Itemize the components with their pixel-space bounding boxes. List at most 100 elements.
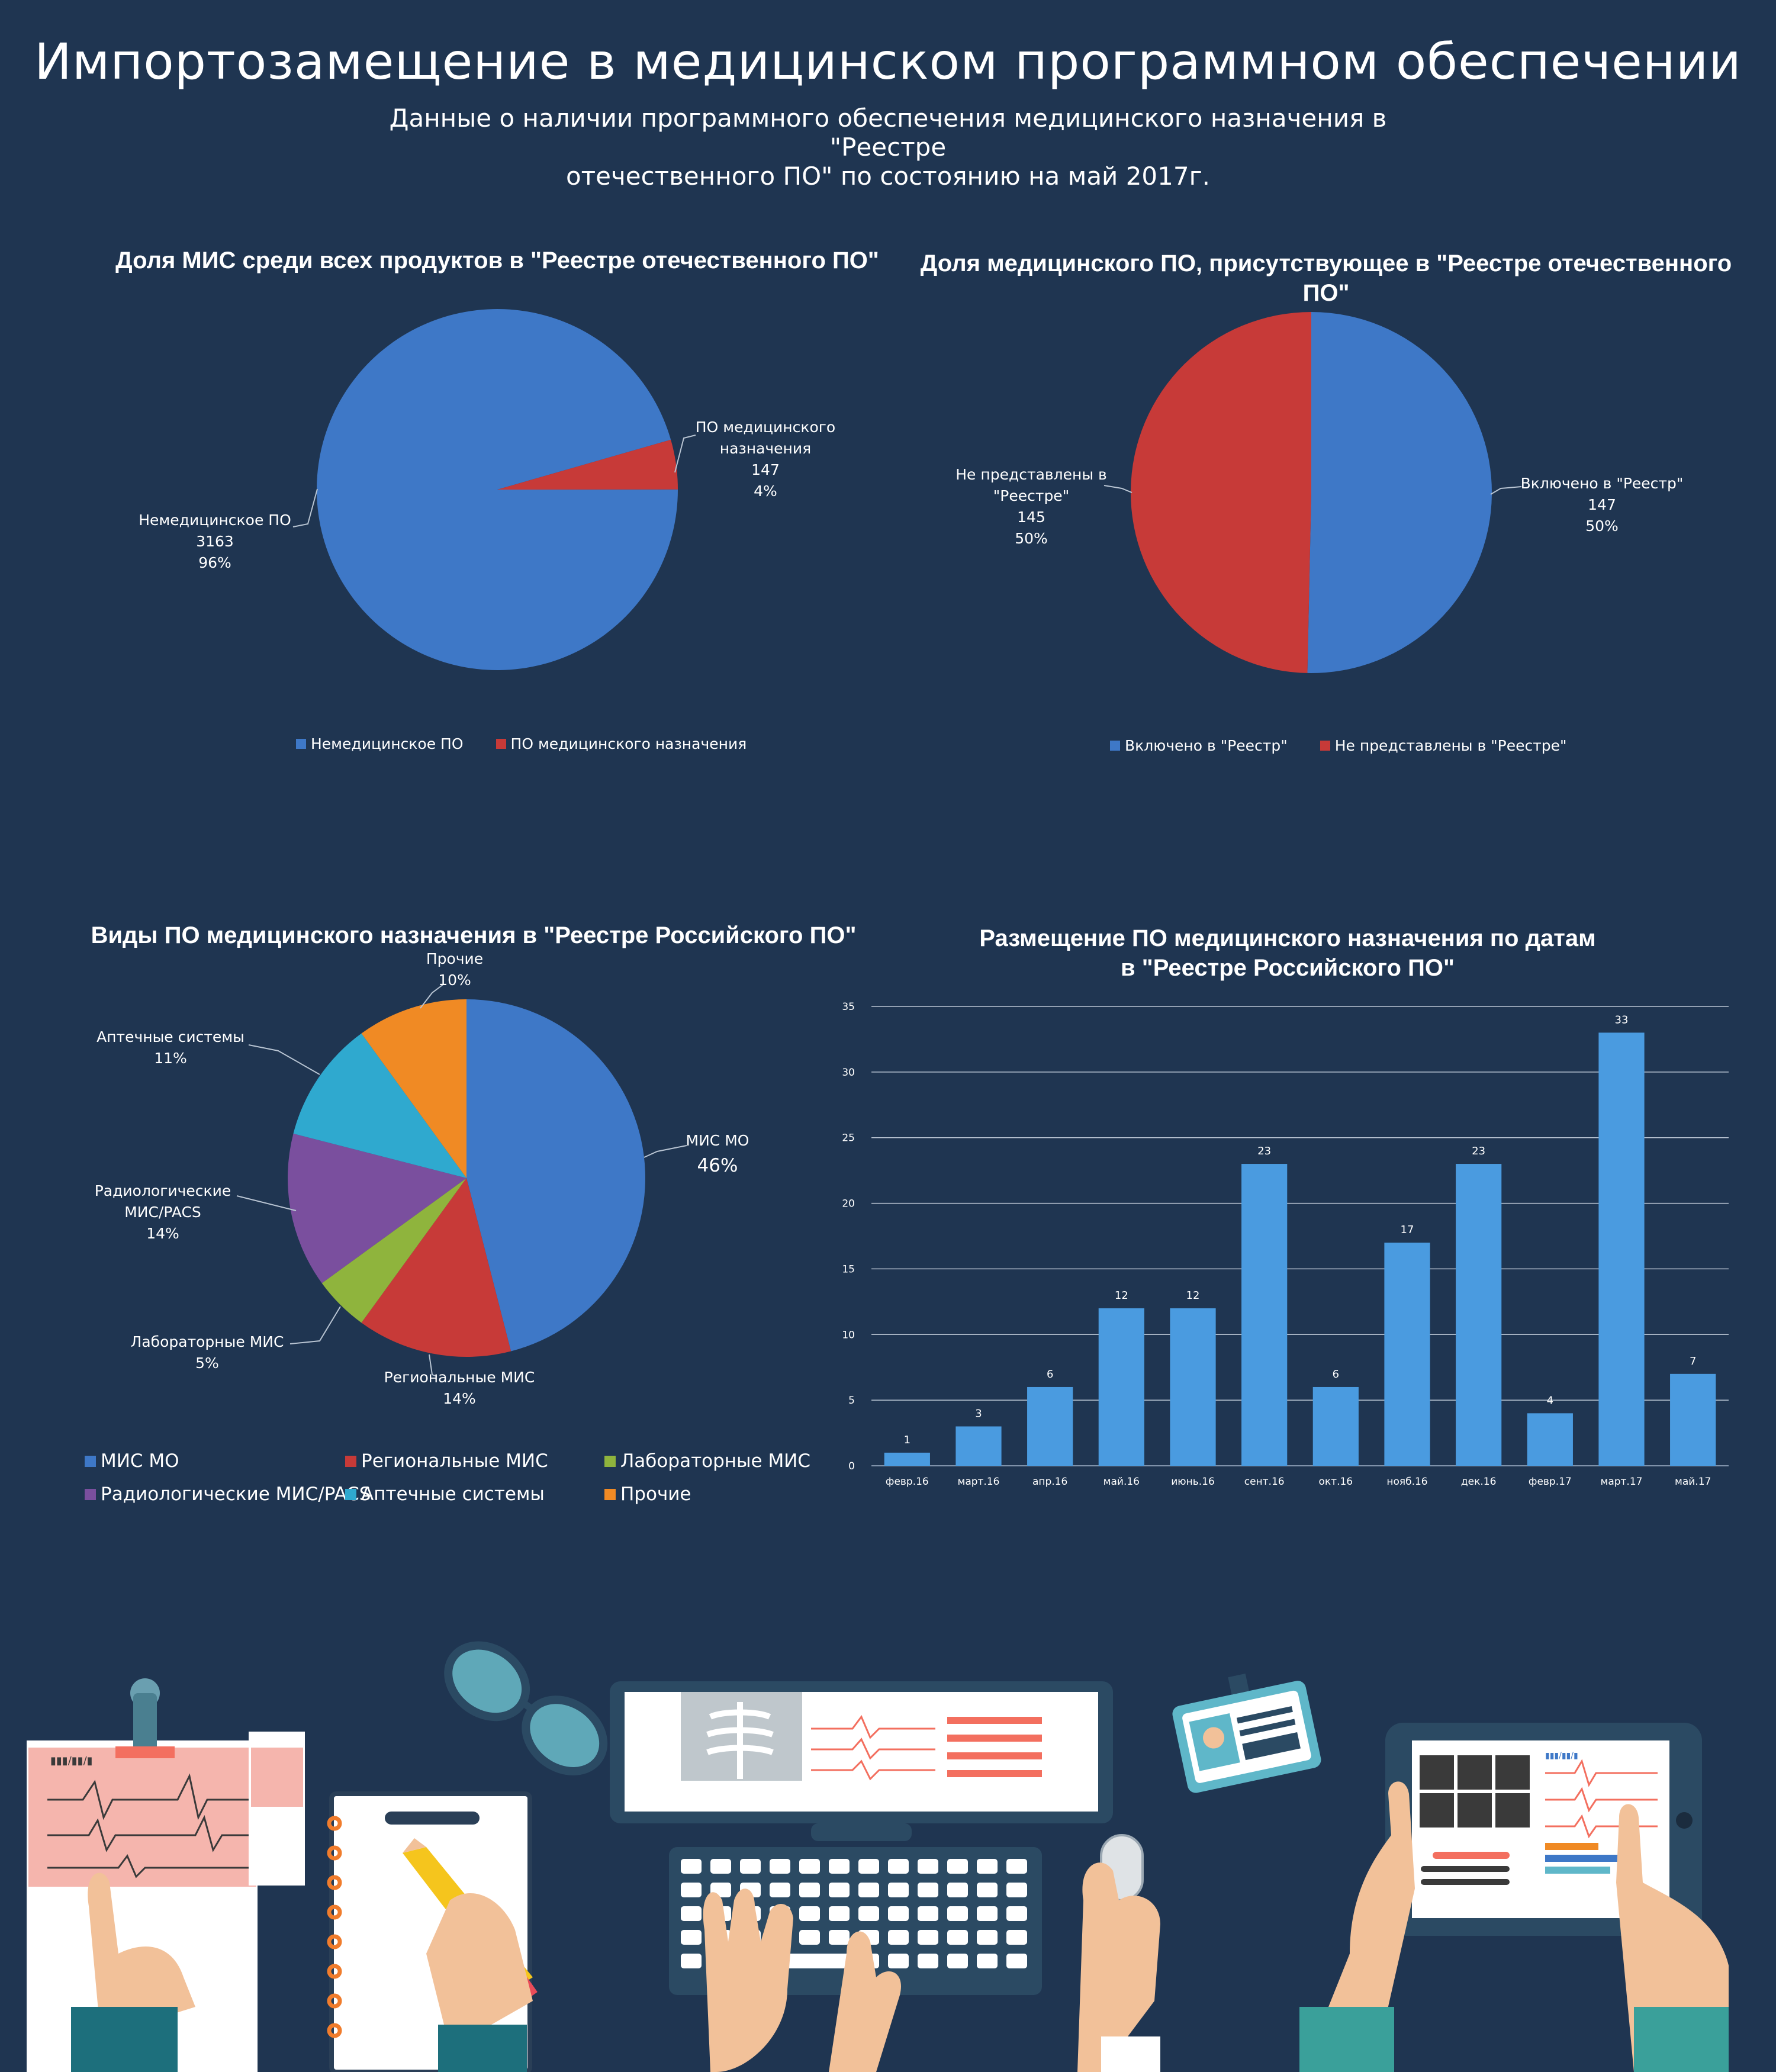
- chart2-legend: Включено в "Реестр" Не представлены в "Р…: [1110, 737, 1567, 754]
- leader-line: [420, 983, 445, 1009]
- y-tick-label: 20: [842, 1198, 855, 1210]
- y-tick-label: 5: [848, 1395, 855, 1407]
- chart3-title: Виды ПО медицинского назначения в "Реест…: [91, 922, 857, 948]
- leader-line: [644, 1145, 687, 1158]
- leader-line: [1103, 485, 1132, 493]
- glasses-icon: [444, 1641, 608, 1775]
- pie-slice: [466, 999, 645, 1352]
- bar: [1598, 1032, 1645, 1466]
- bar: [1027, 1386, 1073, 1466]
- data-label: 6: [1333, 1368, 1339, 1381]
- x-tick-label: февр.16: [886, 1476, 929, 1488]
- legend-swatch: [604, 1488, 616, 1500]
- pie-slice: [293, 1033, 466, 1178]
- legend-swatch: [85, 1488, 96, 1500]
- leader-line: [1490, 486, 1522, 495]
- legend-swatch: [296, 739, 306, 749]
- chart1-legend: Немедицинское ПО ПО медицинского назначе…: [296, 735, 747, 752]
- pie-slice: [1307, 312, 1492, 673]
- chart3-pie: МИС МО 46% Региональные МИС 14% Лабораторные…: [95, 950, 749, 1407]
- chart1-legend-item: Немедицинское ПО: [296, 735, 464, 752]
- page-title: Импортозамещение в медицинском программн…: [34, 33, 1742, 91]
- chart3-legend-item: Лабораторные МИС: [604, 1450, 810, 1472]
- bar: [1170, 1308, 1216, 1466]
- leader-line: [674, 435, 696, 473]
- chart4-bar: 0 5 10 15 20 25 30 35 1 февр.16 3 март.16 6 апр.16 12 м…: [842, 1001, 1729, 1488]
- monitor-icon: [610, 1681, 1113, 1841]
- legend-label: Прочие: [620, 1484, 691, 1505]
- chart1-title: Доля МИС среди всех продуктов в "Реестре…: [115, 247, 879, 274]
- data-label: 7: [1690, 1355, 1696, 1368]
- slice-label: Радиологические МИС/PACS 14%: [95, 1182, 231, 1242]
- chart1-pie: Немедицинское ПО 3163 96% ПО медицинского на…: [139, 308, 835, 670]
- slice-label: Немедицинское ПО 3163 96%: [139, 511, 291, 571]
- tablet-icon: ▮▮▮/▮▮/▮: [1299, 1723, 1729, 2072]
- pie-slice: [316, 308, 678, 670]
- slice-label: Включено в "Реестр" 147 50%: [1521, 475, 1684, 535]
- keyboard-icon: [669, 1847, 1042, 2072]
- bar: [1241, 1164, 1288, 1466]
- chart2-legend-item: Не представлены в "Реестре": [1320, 737, 1567, 754]
- subtitle-line-2: отечественного ПО" по состоянию на май 2…: [565, 162, 1211, 191]
- legend-swatch: [345, 1488, 356, 1500]
- data-label: 23: [1472, 1145, 1485, 1157]
- bar: [955, 1426, 1002, 1466]
- ecg-clipboard-icon: ▮▮▮/▮▮/▮: [27, 1678, 305, 2072]
- y-tick-label: 35: [842, 1001, 855, 1013]
- bar: [1098, 1308, 1144, 1466]
- chart2-title: Доля медицинского ПО, присутствующее в "…: [920, 250, 1732, 306]
- data-label: 12: [1186, 1289, 1200, 1302]
- legend-swatch: [1110, 741, 1120, 751]
- y-tick-label: 10: [842, 1329, 855, 1341]
- x-tick-label: нояб.16: [1386, 1476, 1427, 1488]
- x-tick-label: февр.17: [1529, 1476, 1572, 1488]
- slice-label: МИС МО 46%: [686, 1132, 749, 1176]
- x-tick-label: июнь.16: [1171, 1476, 1215, 1488]
- legend-label: ПО медицинского назначения: [510, 735, 747, 752]
- data-label: 17: [1401, 1224, 1414, 1236]
- slice-label: Аптечные системы 11%: [96, 1028, 244, 1067]
- legend-swatch: [496, 739, 506, 749]
- legend-label: Аптечные системы: [361, 1484, 545, 1505]
- slice-label: Региональные МИС 14%: [384, 1369, 535, 1407]
- data-label: 4: [1547, 1394, 1553, 1407]
- chart3-legend-item: МИС МО: [85, 1450, 179, 1472]
- x-tick-label: сент.16: [1244, 1476, 1285, 1488]
- chart3-legend-item: Аптечные системы: [345, 1484, 545, 1505]
- leader-line: [292, 488, 318, 527]
- legend-label: Включено в "Реестр": [1125, 737, 1288, 754]
- pie-slice: [361, 999, 466, 1178]
- medical-desk-illustration: ▮▮▮/▮▮/▮: [27, 1641, 1729, 2072]
- chart4-title: Размещение ПО медицинского назначения по…: [947, 924, 1628, 983]
- notepad-icon: [327, 1791, 538, 2072]
- data-label: 1: [904, 1434, 910, 1446]
- mouse-icon: [1077, 1834, 1160, 2072]
- page-subtitle: Данные о наличии программного обеспечени…: [385, 104, 1391, 191]
- bar: [1384, 1243, 1430, 1466]
- bar: [884, 1452, 930, 1466]
- leader-line: [236, 1195, 297, 1211]
- chart2-legend-item: Включено в "Реестр": [1110, 737, 1288, 754]
- legend-label: Радиологические МИС/PACS: [101, 1484, 371, 1505]
- leader-line: [289, 1306, 341, 1344]
- legend-label: Немедицинское ПО: [311, 735, 464, 752]
- chart4-title-line-2: в "Реестре Российского ПО": [1121, 955, 1455, 981]
- data-label: 6: [1047, 1368, 1053, 1381]
- data-label: 12: [1115, 1289, 1128, 1302]
- chart3-legend-item: Прочие: [604, 1484, 691, 1505]
- data-label: 23: [1257, 1145, 1271, 1157]
- legend-label: Региональные МИС: [361, 1450, 548, 1472]
- legend-swatch: [345, 1455, 356, 1467]
- legend-swatch: [85, 1455, 96, 1467]
- slice-label: ПО медицинского назначения 147 4%: [696, 419, 835, 500]
- y-tick-label: 0: [848, 1460, 855, 1472]
- x-tick-label: май.16: [1103, 1476, 1140, 1488]
- legend-label: МИС МО: [101, 1450, 179, 1472]
- y-tick-label: 15: [842, 1263, 855, 1275]
- data-label: 33: [1615, 1014, 1629, 1026]
- x-tick-label: дек.16: [1461, 1476, 1497, 1488]
- id-badge-icon: [1172, 1673, 1321, 1793]
- subtitle-line-1: Данные о наличии программного обеспечени…: [389, 104, 1387, 162]
- pie-slice: [361, 1178, 511, 1357]
- legend-label: Лабораторные МИС: [620, 1450, 811, 1472]
